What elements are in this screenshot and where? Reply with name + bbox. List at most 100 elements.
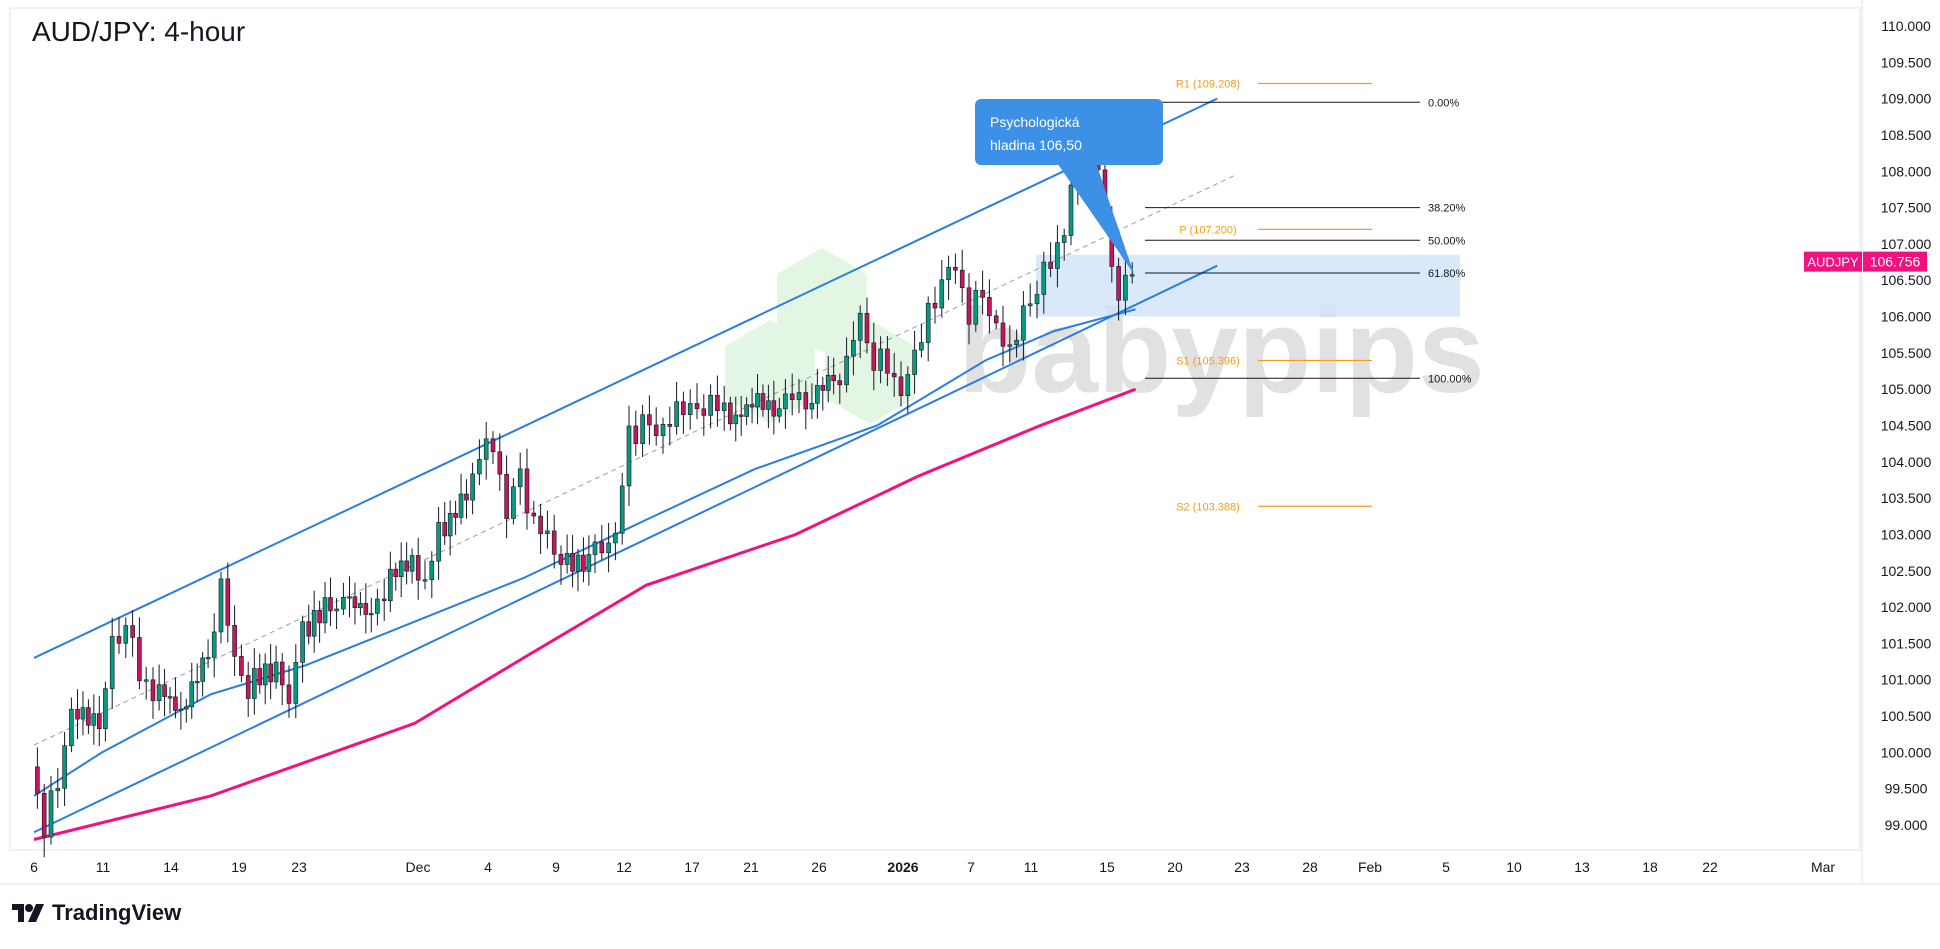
x-tick-label: 9 (552, 859, 560, 875)
candle-body (442, 522, 448, 537)
candle-body (477, 459, 482, 475)
moving-average-slow (33, 387, 1137, 841)
candle-body (953, 267, 958, 271)
candle-body (232, 624, 237, 657)
candle-body (599, 541, 605, 554)
y-tick-label: 99.500 (1885, 781, 1928, 797)
candle-body (1021, 305, 1026, 341)
last-price-label: 106.756 (1870, 254, 1921, 270)
candle-body (905, 374, 911, 396)
x-tick-label: 15 (1099, 859, 1115, 875)
x-tick-label: 13 (1574, 859, 1590, 875)
x-tick-label: 26 (811, 859, 827, 875)
candle-body (993, 315, 999, 324)
fib-level-label: 61.80% (1428, 268, 1466, 280)
candle-body (728, 402, 733, 425)
candle-body (925, 302, 931, 343)
candle-body (878, 348, 883, 371)
candle-body (837, 380, 843, 386)
candle-body (932, 302, 938, 309)
candle-body (415, 555, 421, 581)
y-tick-label: 107.000 (1881, 236, 1932, 252)
brand-logo-text: TradingView (52, 900, 182, 925)
y-tick-label: 100.500 (1881, 708, 1932, 724)
candle-body (103, 688, 108, 729)
fib-level-label: 38.20% (1428, 203, 1466, 215)
candle-body (328, 597, 333, 612)
candle-body (156, 684, 162, 701)
candle-body (744, 404, 749, 417)
candle-body (809, 402, 815, 410)
candle-body (524, 468, 530, 514)
x-tick-label: 14 (163, 859, 179, 875)
candle-body (490, 438, 496, 453)
x-tick-label: 28 (1302, 859, 1318, 875)
candle-body (173, 696, 178, 711)
candle-body (912, 349, 917, 375)
candle-body (708, 394, 713, 416)
channel-lower-line (33, 264, 1218, 834)
candle-body (497, 451, 503, 475)
candle-body (422, 579, 428, 582)
y-tick-label: 102.000 (1881, 599, 1932, 615)
candle-body (368, 613, 374, 616)
candle-body (898, 376, 904, 396)
last-price-tag (1863, 251, 1927, 272)
candle-body (783, 393, 788, 410)
y-tick-label: 99.000 (1885, 817, 1928, 833)
candle-body (69, 708, 74, 747)
callout-pointer (1055, 160, 1134, 274)
candle-body (885, 348, 890, 374)
candle-body (586, 554, 592, 572)
candle-body (831, 374, 836, 381)
y-tick-label: 107.500 (1881, 200, 1932, 216)
candle-body (300, 621, 305, 663)
candle-body (871, 342, 877, 371)
candle-body (721, 402, 727, 411)
candle-body (1048, 261, 1053, 269)
candle-body (1123, 274, 1128, 301)
candle-body (393, 568, 399, 577)
candle-body (205, 657, 211, 660)
candle-body (123, 625, 129, 644)
candle-body (749, 404, 755, 408)
candle-body (674, 401, 679, 427)
candle-body (1027, 303, 1033, 307)
candle-body (470, 473, 475, 501)
y-tick-label: 106.000 (1881, 309, 1932, 325)
x-tick-label: 5 (1442, 859, 1450, 875)
tradingview-icon (12, 904, 44, 922)
candle-body (687, 403, 693, 415)
candle-body (564, 553, 570, 565)
candle-body (257, 668, 263, 686)
candle-body (973, 290, 979, 325)
x-tick-label: 10 (1506, 859, 1522, 875)
candle-body (347, 596, 352, 599)
y-tick-label: 102.500 (1881, 563, 1932, 579)
candle-body (86, 707, 91, 726)
candle-body (1116, 266, 1121, 301)
candle-body (41, 793, 47, 838)
y-tick-label: 101.500 (1881, 635, 1932, 651)
candle-body (306, 621, 312, 637)
candle-body (35, 766, 40, 794)
y-tick-label: 100.000 (1881, 744, 1932, 760)
y-tick-label: 104.000 (1881, 454, 1932, 470)
x-tick-label: 7 (967, 859, 975, 875)
candle-body (857, 312, 863, 341)
candle-body (551, 530, 557, 555)
candle-body (150, 679, 156, 701)
candle-body (660, 424, 666, 436)
candle-body (358, 603, 363, 608)
candle-body (815, 385, 820, 404)
x-tick-label: 17 (684, 859, 700, 875)
candle-body (581, 554, 586, 572)
y-tick-label: 108.000 (1881, 163, 1932, 179)
candle-body (317, 610, 322, 624)
candle-body (558, 553, 564, 565)
candle-body (919, 342, 924, 351)
candle-body (1061, 235, 1067, 243)
pivot-level-label: R1 (109.208) (1176, 79, 1240, 91)
